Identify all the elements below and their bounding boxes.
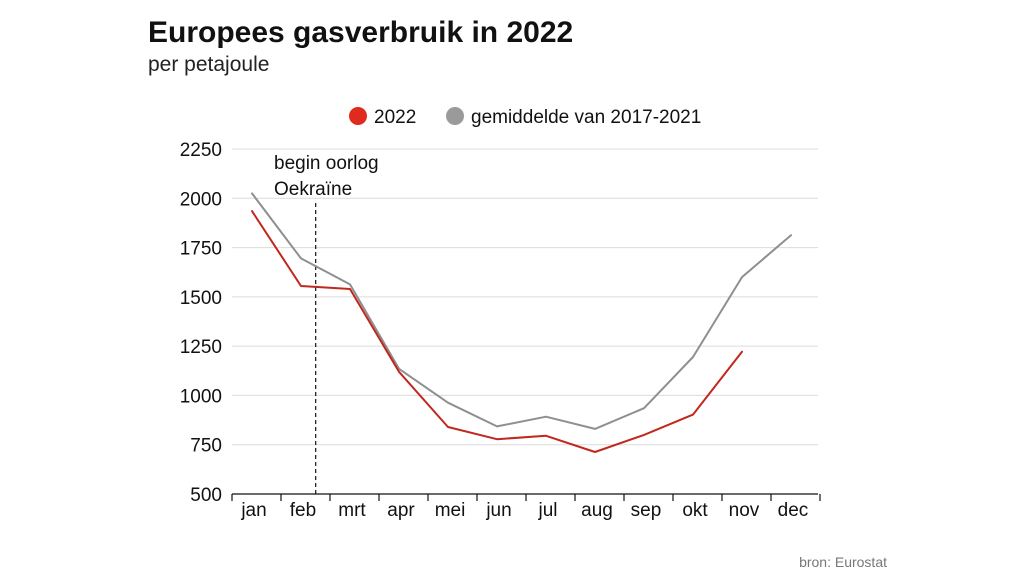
war-annotation: begin oorlog Oekraïne [274,153,379,494]
x-tick-label-jun: jun [485,500,511,521]
y-tick-label-2000: 2000 [180,189,222,210]
annotation-line-2: Oekraïne [274,179,352,200]
y-tick-label-1000: 1000 [180,386,222,407]
x-tick-label-mrt: mrt [338,500,366,521]
y-tick-label-1250: 1250 [180,337,222,358]
series-line-average [251,192,792,430]
x-tick-label-jan: jan [240,500,266,521]
y-axis-tick-labels: 2250 2000 1750 1500 1250 1000 750 500 [180,140,222,506]
x-axis: jan feb mrt apr mei jun jul aug sep okt nov dec [231,493,821,521]
x-tick-label-nov: nov [729,500,760,521]
grid-lines [232,148,818,446]
x-tick-label-apr: apr [387,500,415,521]
chart-subtitle: per petajoule [148,53,269,76]
x-tick-label-jul: jul [537,500,557,521]
legend-label-average: gemiddelde van 2017-2021 [471,107,701,128]
y-tick-label-2250: 2250 [180,140,222,161]
y-tick-label-750: 750 [190,436,222,457]
series-line-2022 [251,210,743,453]
x-tick-label-aug: aug [581,500,613,521]
y-tick-label-1500: 1500 [180,288,222,309]
chart-legend: 2022 gemiddelde van 2017-2021 [349,107,701,128]
y-tick-label-1750: 1750 [180,239,222,260]
legend-label-2022: 2022 [374,107,416,128]
annotation-line-1: begin oorlog [274,153,379,174]
x-tick-label-sep: sep [631,500,662,521]
chart-title: Europees gasverbruik in 2022 [148,16,573,49]
x-tick-label-feb: feb [290,500,316,521]
x-tick-label-mei: mei [435,500,466,521]
x-tick-label-dec: dec [778,500,809,521]
source-label: bron: Eurostat [799,554,887,570]
x-tick-label-okt: okt [682,500,708,521]
y-tick-label-500: 500 [190,485,222,506]
legend-marker-2022 [349,107,367,125]
data-series [251,192,792,453]
legend-marker-average [446,107,464,125]
